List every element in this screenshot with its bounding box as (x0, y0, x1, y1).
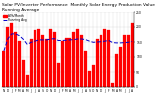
Bar (26, 75, 29, 87)
Bar (111, 82, 114, 87)
Bar (127, 34, 130, 87)
Bar (53, 32, 56, 87)
Bar (22, 60, 25, 87)
Bar (10, 22, 13, 87)
Text: Solar PV/Inverter Performance  Monthly Solar Energy Production Value  Running Av: Solar PV/Inverter Performance Monthly So… (2, 3, 156, 12)
Bar (57, 63, 60, 87)
Legend: kWh/Month, Running Avg: kWh/Month, Running Avg (3, 14, 27, 23)
Bar (68, 38, 71, 87)
Bar (131, 22, 134, 87)
Bar (6, 27, 9, 87)
Bar (96, 39, 99, 87)
Bar (65, 38, 68, 87)
Bar (34, 30, 36, 87)
Bar (49, 28, 52, 87)
Bar (37, 28, 40, 87)
Bar (84, 51, 87, 87)
Bar (103, 28, 106, 87)
Bar (119, 46, 122, 87)
Bar (45, 39, 48, 87)
Bar (61, 40, 64, 87)
Bar (107, 30, 110, 87)
Bar (18, 40, 21, 87)
Bar (123, 34, 126, 87)
Bar (92, 64, 95, 87)
Bar (100, 34, 102, 87)
Bar (30, 39, 33, 87)
Bar (88, 70, 91, 87)
Bar (115, 54, 118, 87)
Bar (76, 28, 79, 87)
Bar (80, 34, 83, 87)
Bar (14, 32, 17, 87)
Bar (41, 34, 44, 87)
Bar (72, 32, 75, 87)
Bar (2, 51, 5, 87)
